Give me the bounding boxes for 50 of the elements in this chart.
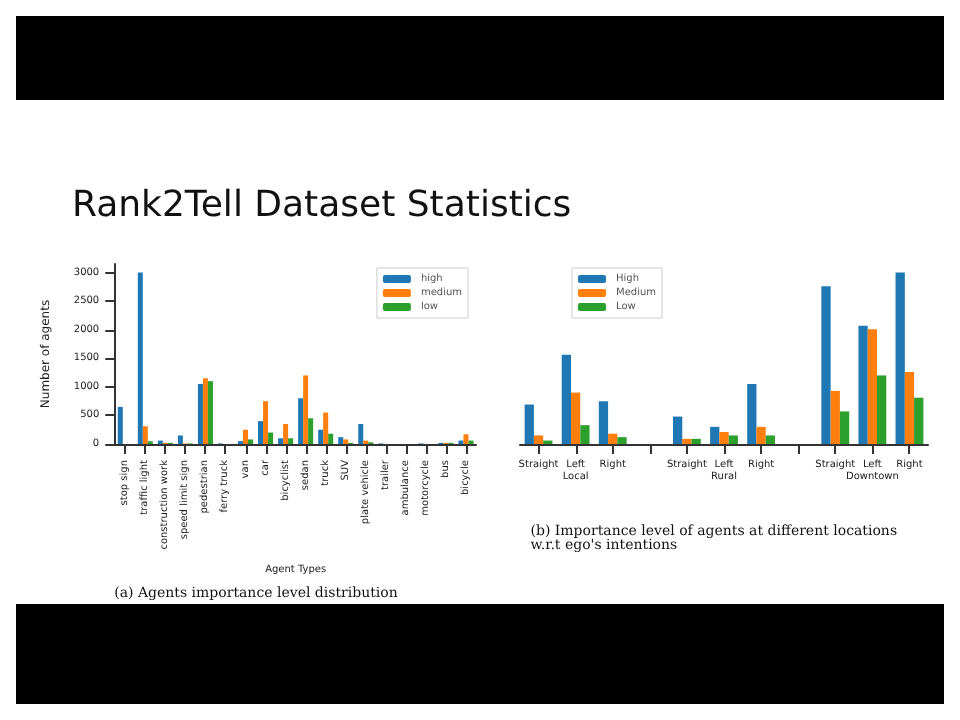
bar (895, 272, 905, 444)
bar (691, 438, 701, 444)
bar (839, 411, 850, 444)
bar (821, 286, 831, 444)
bar (617, 437, 627, 444)
bar (608, 433, 618, 444)
bar (765, 435, 775, 444)
bar (673, 416, 683, 444)
chart-title: Rank2Tell Dataset Statistics (72, 184, 572, 226)
bar (830, 390, 840, 444)
bar (308, 418, 314, 444)
bar (142, 426, 148, 444)
bar (117, 406, 123, 444)
bar (303, 375, 309, 444)
bar (137, 272, 143, 444)
bar (358, 424, 364, 444)
bar (710, 426, 720, 444)
bar (243, 429, 249, 444)
bar (524, 404, 534, 444)
bar (904, 372, 915, 444)
bar (288, 438, 294, 444)
bar (323, 412, 329, 444)
bar (207, 381, 213, 444)
bar (278, 438, 284, 444)
bar (580, 425, 590, 444)
bar (719, 432, 729, 444)
bar (263, 401, 269, 444)
bar (747, 384, 757, 444)
bar (298, 398, 304, 444)
bar (258, 421, 264, 444)
bar (598, 401, 609, 444)
bar (533, 435, 544, 444)
bar (914, 397, 924, 444)
bar (561, 354, 571, 444)
bar (328, 433, 334, 444)
bar (463, 434, 469, 444)
bar (177, 435, 183, 444)
bar (283, 424, 289, 444)
bar (877, 375, 887, 444)
bar (268, 432, 274, 444)
bar (571, 392, 581, 444)
bar (197, 384, 203, 444)
bar (756, 426, 766, 444)
bar (682, 438, 692, 444)
bar (858, 325, 868, 444)
bar (202, 378, 208, 444)
bar (338, 437, 344, 444)
bar (867, 329, 877, 444)
bar (318, 429, 324, 444)
bar (728, 435, 738, 444)
